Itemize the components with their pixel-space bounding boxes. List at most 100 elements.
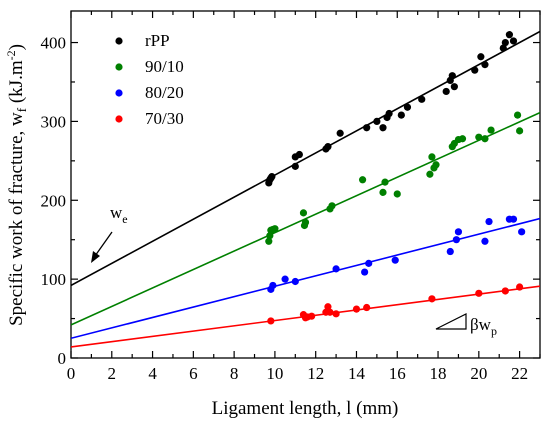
- data-point: [266, 232, 274, 240]
- data-point: [426, 170, 434, 178]
- y-axis-title-sub: f: [14, 107, 29, 112]
- data-point: [363, 124, 371, 132]
- y-tick-label: 200: [41, 191, 67, 210]
- legend-label: rPP: [145, 31, 170, 50]
- data-point: [291, 162, 299, 170]
- fit-lines: [71, 30, 540, 348]
- data-point: [481, 237, 489, 245]
- axis-tick-labels: 0 2 4 6 8 10 12 14 16 18 20 22 0 100 200 300 400: [41, 34, 529, 383]
- data-point: [271, 225, 279, 233]
- x-tick-label: 10: [266, 364, 283, 383]
- data-point: [308, 312, 316, 320]
- data-point: [428, 153, 436, 161]
- data-point: [379, 188, 387, 196]
- we-arrow-shaft: [94, 231, 113, 257]
- legend-marker: [115, 37, 123, 45]
- data-point: [450, 83, 458, 91]
- data-point: [471, 66, 479, 74]
- data-point: [501, 38, 509, 47]
- svg-text:we: we: [110, 203, 128, 226]
- fit-line-2: [71, 217, 540, 340]
- x-tick-label: 8: [230, 364, 239, 383]
- y-tick-label: 100: [41, 270, 67, 289]
- x-tick-label: 2: [108, 364, 117, 383]
- data-point: [381, 178, 389, 186]
- axis-ticks: [70, 11, 541, 359]
- data-point: [391, 256, 399, 264]
- legend-marker: [115, 115, 123, 123]
- data-point: [268, 173, 276, 181]
- data-point: [365, 259, 373, 267]
- data-point: [332, 265, 340, 273]
- x-tick-label: 12: [307, 364, 324, 383]
- slope-label-main: βw: [470, 315, 492, 334]
- data-point: [432, 161, 440, 169]
- we-annotation: we: [91, 203, 128, 263]
- data-point: [442, 87, 450, 96]
- y-axis-title-close: ): [6, 44, 27, 50]
- y-axis-title-main: Specific work of fracture, w: [6, 112, 27, 326]
- data-point: [324, 303, 332, 311]
- data-points: [265, 31, 526, 325]
- data-point: [361, 268, 369, 276]
- data-point: [458, 135, 467, 143]
- data-point: [501, 287, 509, 295]
- legend-marker: [115, 89, 123, 97]
- data-point: [291, 277, 299, 286]
- x-tick-label: 6: [189, 364, 198, 383]
- x-tick-label: 18: [430, 364, 447, 383]
- x-tick-label: 20: [470, 364, 487, 383]
- data-point: [452, 236, 460, 244]
- data-point: [485, 217, 493, 226]
- data-point: [373, 117, 381, 126]
- data-point: [281, 275, 289, 283]
- x-tick-label: 16: [389, 364, 406, 383]
- y-tick-label: 300: [41, 112, 67, 131]
- data-point: [352, 305, 361, 313]
- legend-marker: [115, 63, 123, 71]
- data-point: [393, 190, 401, 198]
- legend-label: 70/30: [145, 109, 184, 128]
- data-point: [516, 127, 524, 135]
- data-point: [328, 202, 336, 210]
- x-tick-label: 0: [67, 364, 76, 383]
- data-point: [475, 289, 483, 297]
- svg-text:βwp: βwp: [470, 315, 497, 338]
- data-point: [475, 133, 483, 141]
- data-point: [397, 111, 405, 119]
- data-point: [267, 317, 275, 325]
- x-tick-label: 14: [348, 364, 366, 383]
- slope-label-sub: p: [491, 324, 497, 338]
- data-point: [518, 228, 526, 236]
- data-point: [446, 247, 454, 256]
- data-point: [448, 72, 456, 80]
- data-point: [269, 281, 277, 290]
- data-point: [326, 308, 334, 316]
- data-point: [509, 37, 518, 45]
- data-point: [363, 303, 371, 312]
- we-arrow-head: [91, 251, 100, 263]
- data-point: [332, 310, 340, 318]
- data-point: [481, 135, 489, 143]
- data-point: [509, 215, 518, 223]
- data-point: [358, 176, 367, 184]
- legend: rPP 90/10 80/20 70/30: [115, 31, 184, 128]
- y-tick-label: 0: [58, 349, 67, 368]
- data-point: [516, 283, 524, 291]
- data-point: [324, 143, 332, 151]
- slope-annotation: βwp: [435, 313, 497, 338]
- x-axis-title: Ligament length, l (mm): [212, 398, 399, 419]
- y-tick-label: 400: [41, 34, 67, 53]
- y-axis-title-unit: (kJ.m: [6, 60, 27, 108]
- data-point: [265, 237, 273, 245]
- data-point: [379, 124, 387, 132]
- data-point: [295, 150, 303, 159]
- legend-label: 80/20: [145, 83, 184, 102]
- data-point: [513, 111, 522, 119]
- data-point: [428, 295, 436, 303]
- data-point: [403, 103, 412, 111]
- legend-label: 90/10: [145, 57, 184, 76]
- data-point: [481, 61, 489, 69]
- plot-frame: [70, 10, 541, 359]
